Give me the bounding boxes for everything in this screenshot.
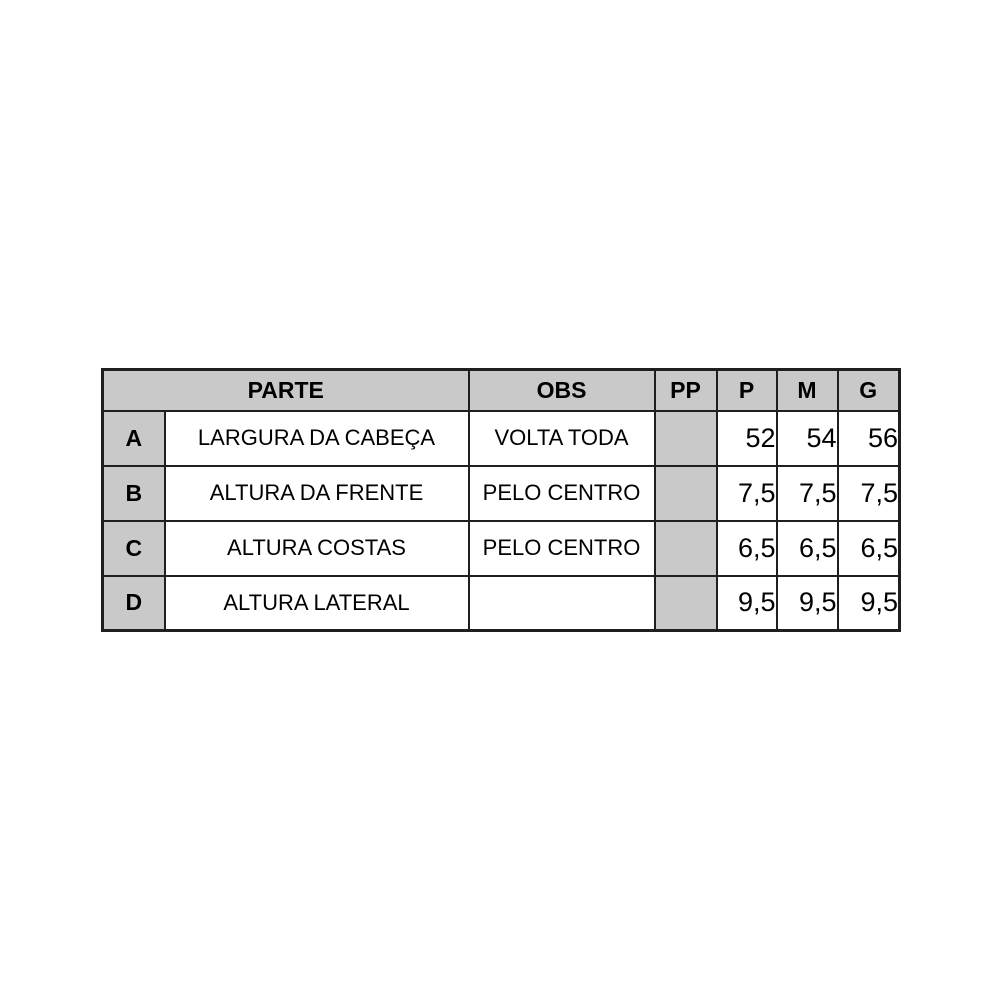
table-row-d: D ALTURA LATERAL 9,5 9,5 9,5 xyxy=(101,574,901,632)
row-letter: D xyxy=(101,574,166,632)
row-letter: A xyxy=(101,409,166,467)
cell-g: 6,5 xyxy=(836,519,901,577)
cell-parte: ALTURA COSTAS xyxy=(163,519,470,577)
cell-m: 7,5 xyxy=(775,464,839,522)
cell-g: 9,5 xyxy=(836,574,901,632)
cell-pp xyxy=(653,409,718,467)
column-header-p: P xyxy=(715,368,778,412)
column-header-pp: PP xyxy=(653,368,718,412)
size-chart-table: PARTE OBS PP P M G A LARGURA DA CABEÇA V… xyxy=(101,368,901,632)
cell-g: 56 xyxy=(836,409,901,467)
table-row-a: A LARGURA DA CABEÇA VOLTA TODA 52 54 56 xyxy=(101,409,901,467)
column-header-m: M xyxy=(775,368,839,412)
cell-obs: PELO CENTRO xyxy=(467,519,656,577)
cell-p: 52 xyxy=(715,409,778,467)
cell-m: 6,5 xyxy=(775,519,839,577)
cell-obs: VOLTA TODA xyxy=(467,409,656,467)
cell-parte: ALTURA DA FRENTE xyxy=(163,464,470,522)
cell-p: 9,5 xyxy=(715,574,778,632)
cell-m: 54 xyxy=(775,409,839,467)
column-header-g: G xyxy=(836,368,901,412)
cell-pp xyxy=(653,574,718,632)
cell-obs xyxy=(467,574,656,632)
table-row-b: B ALTURA DA FRENTE PELO CENTRO 7,5 7,5 7… xyxy=(101,464,901,522)
cell-pp xyxy=(653,464,718,522)
cell-m: 9,5 xyxy=(775,574,839,632)
cell-parte: LARGURA DA CABEÇA xyxy=(163,409,470,467)
row-letter: C xyxy=(101,519,166,577)
cell-parte: ALTURA LATERAL xyxy=(163,574,470,632)
column-header-obs: OBS xyxy=(467,368,656,412)
cell-pp xyxy=(653,519,718,577)
column-header-parte: PARTE xyxy=(101,368,470,412)
table-row-c: C ALTURA COSTAS PELO CENTRO 6,5 6,5 6,5 xyxy=(101,519,901,577)
row-letter: B xyxy=(101,464,166,522)
cell-g: 7,5 xyxy=(836,464,901,522)
cell-p: 7,5 xyxy=(715,464,778,522)
cell-obs: PELO CENTRO xyxy=(467,464,656,522)
cell-p: 6,5 xyxy=(715,519,778,577)
header-row: PARTE OBS PP P M G xyxy=(101,368,901,412)
